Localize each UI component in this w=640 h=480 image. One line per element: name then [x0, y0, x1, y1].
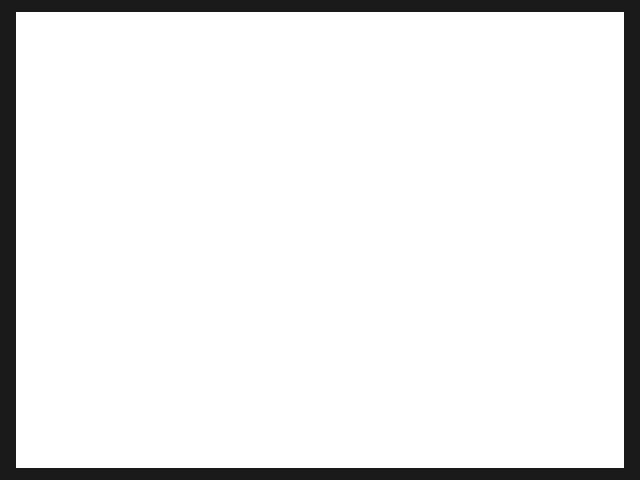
- Polygon shape: [58, 120, 230, 149]
- Circle shape: [81, 443, 104, 460]
- Ellipse shape: [488, 308, 497, 316]
- Ellipse shape: [38, 178, 243, 350]
- Circle shape: [371, 443, 394, 460]
- Bar: [0, 449, 640, 480]
- Ellipse shape: [280, 199, 290, 206]
- Ellipse shape: [479, 307, 491, 317]
- Ellipse shape: [506, 187, 544, 293]
- Ellipse shape: [134, 106, 192, 154]
- Circle shape: [348, 148, 363, 159]
- Bar: [0, 0, 18, 480]
- Ellipse shape: [494, 307, 506, 317]
- Ellipse shape: [77, 209, 205, 319]
- Text: 16: 16: [179, 41, 192, 50]
- Ellipse shape: [131, 103, 208, 166]
- Circle shape: [296, 141, 312, 152]
- Ellipse shape: [269, 283, 282, 293]
- Bar: [397, 187, 525, 293]
- Ellipse shape: [147, 304, 186, 330]
- Circle shape: [321, 102, 344, 119]
- Text: 9: 9: [109, 447, 115, 456]
- Ellipse shape: [219, 118, 280, 170]
- Ellipse shape: [280, 184, 321, 219]
- Ellipse shape: [444, 308, 453, 316]
- Ellipse shape: [151, 332, 163, 340]
- Ellipse shape: [122, 69, 160, 84]
- Ellipse shape: [122, 247, 160, 281]
- Ellipse shape: [229, 125, 271, 163]
- Text: 8: 8: [157, 447, 163, 456]
- Ellipse shape: [378, 187, 416, 293]
- Text: 1: 1: [451, 447, 458, 456]
- Ellipse shape: [524, 108, 538, 121]
- Circle shape: [326, 443, 349, 460]
- Ellipse shape: [474, 308, 483, 316]
- Ellipse shape: [270, 191, 280, 198]
- Text: 3: 3: [380, 447, 386, 456]
- Ellipse shape: [172, 225, 270, 313]
- Ellipse shape: [465, 307, 476, 317]
- Circle shape: [348, 443, 371, 460]
- Ellipse shape: [415, 308, 424, 316]
- Ellipse shape: [220, 280, 239, 296]
- Ellipse shape: [458, 308, 467, 316]
- Ellipse shape: [294, 196, 308, 208]
- Text: 1: 1: [401, 447, 408, 456]
- Ellipse shape: [435, 307, 447, 317]
- Ellipse shape: [183, 317, 195, 326]
- Ellipse shape: [391, 307, 403, 317]
- Ellipse shape: [211, 274, 247, 302]
- Circle shape: [112, 326, 125, 336]
- Polygon shape: [358, 96, 429, 114]
- Text: 14: 14: [301, 168, 314, 177]
- Ellipse shape: [152, 121, 191, 153]
- Circle shape: [139, 37, 162, 54]
- Ellipse shape: [420, 307, 432, 317]
- Text: 5: 5: [335, 447, 341, 456]
- Text: 15: 15: [144, 41, 157, 50]
- Circle shape: [174, 37, 197, 54]
- Ellipse shape: [56, 192, 226, 336]
- Text: 7: 7: [310, 447, 317, 456]
- Ellipse shape: [399, 308, 409, 316]
- Circle shape: [100, 443, 124, 460]
- Bar: [622, 0, 640, 480]
- Circle shape: [27, 258, 50, 275]
- Circle shape: [150, 331, 163, 341]
- Ellipse shape: [429, 308, 438, 316]
- Ellipse shape: [406, 307, 417, 317]
- Circle shape: [550, 122, 563, 132]
- Circle shape: [302, 443, 325, 460]
- Ellipse shape: [240, 135, 259, 153]
- Circle shape: [182, 317, 195, 326]
- Text: 4: 4: [356, 447, 363, 456]
- Ellipse shape: [227, 247, 323, 329]
- Ellipse shape: [154, 70, 192, 84]
- Circle shape: [443, 443, 466, 460]
- Ellipse shape: [109, 237, 173, 292]
- Ellipse shape: [286, 207, 296, 214]
- Ellipse shape: [162, 129, 181, 145]
- Circle shape: [296, 164, 319, 181]
- Ellipse shape: [413, 96, 445, 115]
- Ellipse shape: [518, 101, 545, 127]
- Ellipse shape: [195, 290, 202, 300]
- Ellipse shape: [450, 307, 461, 317]
- Ellipse shape: [253, 269, 298, 307]
- Circle shape: [223, 283, 236, 293]
- Circle shape: [393, 443, 416, 460]
- Ellipse shape: [512, 204, 538, 276]
- Ellipse shape: [113, 327, 124, 336]
- Circle shape: [148, 443, 172, 460]
- Ellipse shape: [263, 277, 287, 299]
- Bar: [0, 0, 640, 31]
- Text: 10: 10: [86, 447, 99, 456]
- Text: 13: 13: [32, 262, 45, 271]
- Ellipse shape: [92, 221, 191, 307]
- Ellipse shape: [186, 238, 256, 300]
